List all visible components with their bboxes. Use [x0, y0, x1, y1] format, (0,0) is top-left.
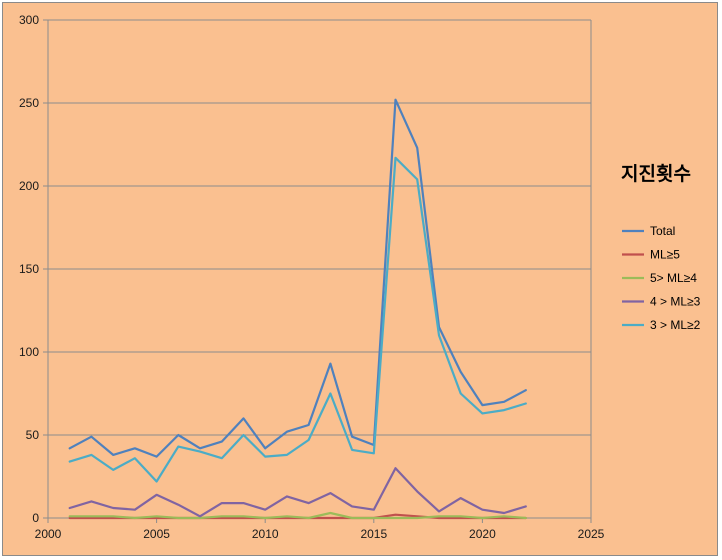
legend-label: 4 > ML≥3 [650, 295, 701, 309]
legend-label: 5> ML≥4 [650, 271, 697, 285]
legend-label: ML≥5 [650, 248, 680, 262]
series-line [68, 467, 527, 518]
axes: 0 50 100 150 200 250 300 2000 2005 2010 2015 2020 20… [19, 13, 605, 541]
y-tick-label: 300 [19, 13, 39, 27]
x-tick-label: 2000 [35, 527, 62, 541]
x-tick-label: 2025 [578, 527, 605, 541]
y-tick-label: 100 [19, 345, 39, 359]
gridlines [48, 19, 592, 518]
plot-lines [68, 98, 527, 520]
y-tick-label: 200 [19, 179, 39, 193]
y-tick-label: 50 [26, 428, 40, 442]
series-line [68, 511, 527, 520]
x-tick-label: 2010 [252, 527, 279, 541]
legend-label: 3 > ML≥2 [650, 318, 701, 332]
x-tick-label: 2015 [360, 527, 387, 541]
legend-label: Total [650, 224, 675, 238]
y-tick-label: 150 [19, 262, 39, 276]
x-tick-label: 2020 [469, 527, 496, 541]
series-line [68, 156, 527, 483]
legend: 지진횟수 Total ML≥5 5> ML≥4 4 > ML≥3 3 > ML≥2 [621, 163, 701, 332]
legend-title: 지진횟수 [621, 163, 691, 185]
y-tick-label: 250 [19, 96, 39, 110]
y-tick-label: 0 [32, 511, 39, 525]
x-tick-label: 2005 [143, 527, 170, 541]
line-chart: 0 50 100 150 200 250 300 2000 2005 2010 2015 2020 20… [19, 13, 701, 541]
series-line [68, 98, 527, 458]
